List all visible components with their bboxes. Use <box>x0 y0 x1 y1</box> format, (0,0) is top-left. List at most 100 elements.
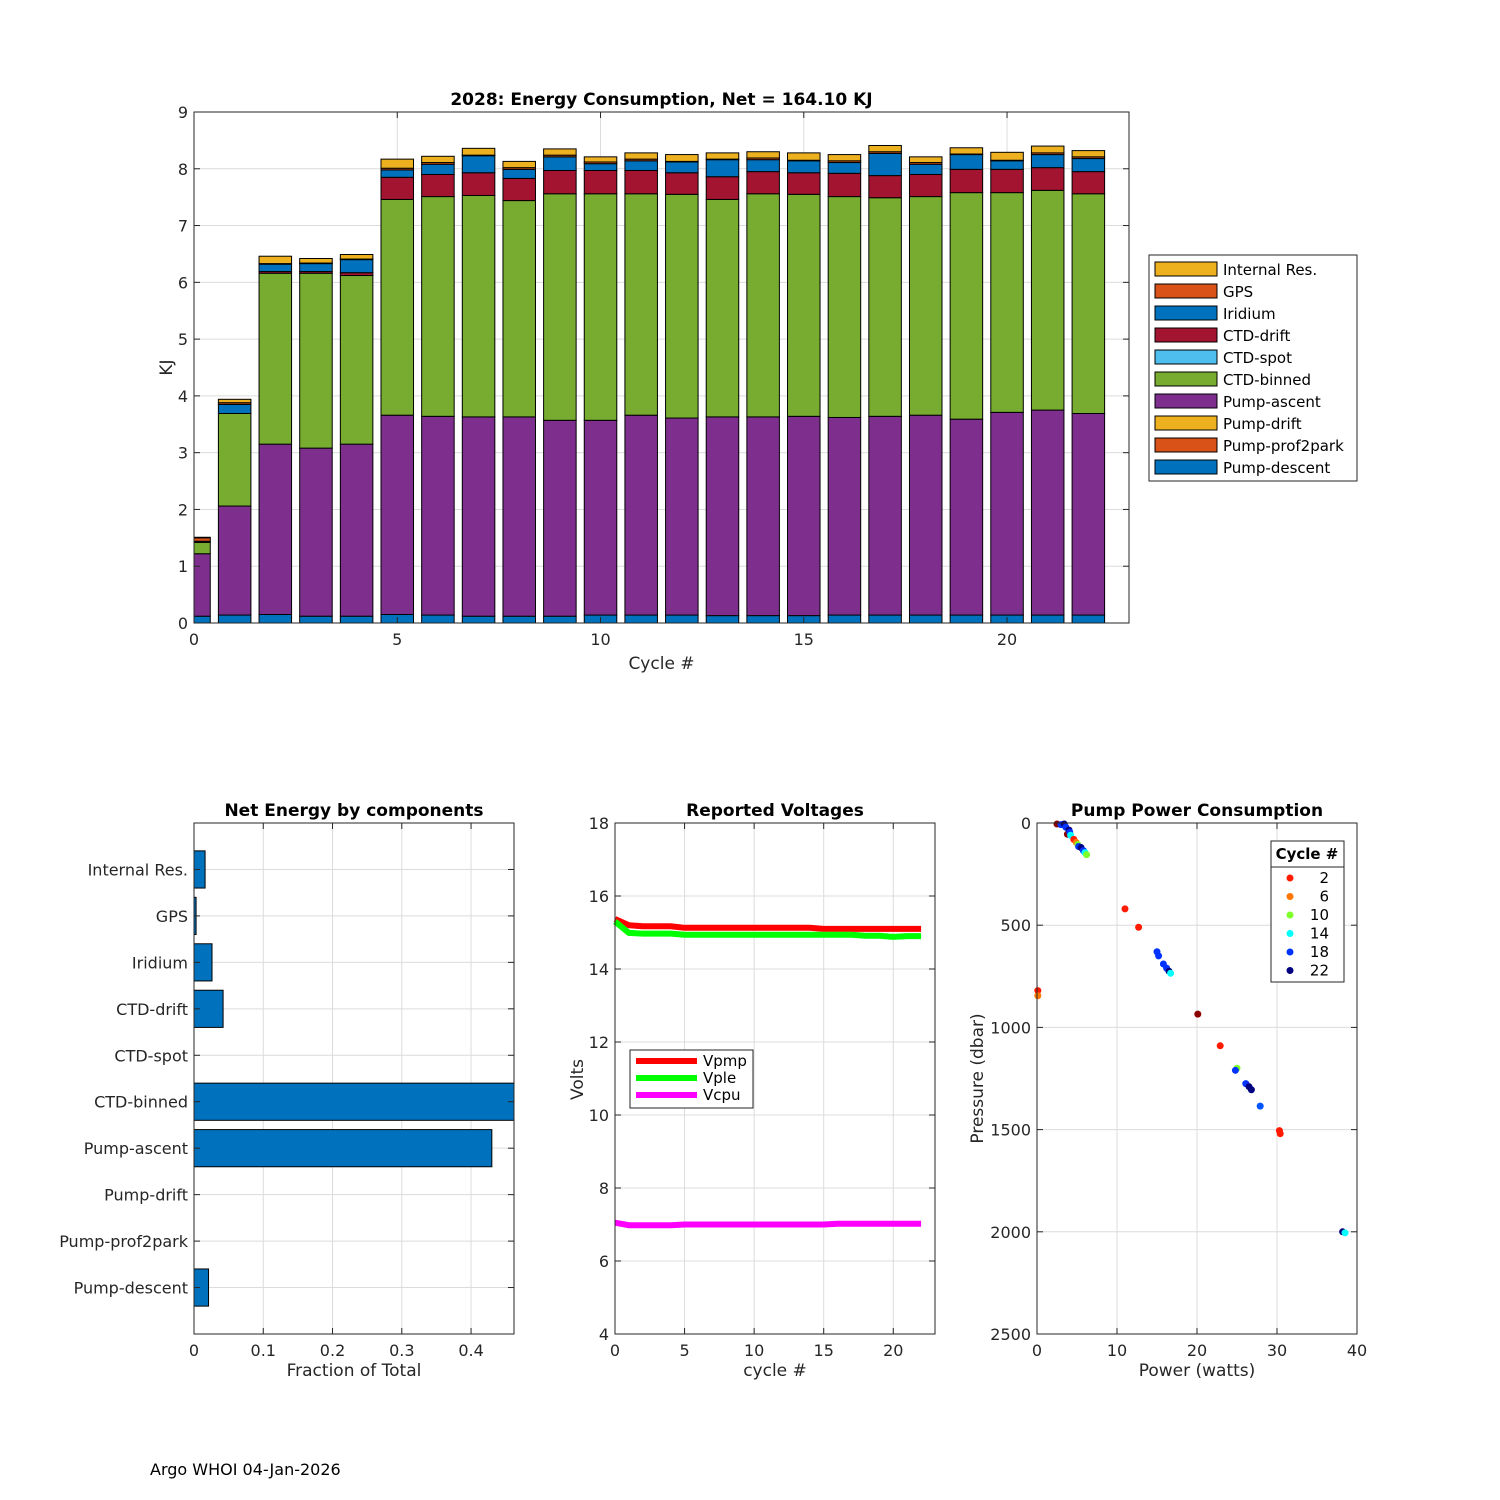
bar-segment-pump-ascent <box>1030 409 1065 616</box>
bar-segment-pump-descent <box>1030 614 1065 624</box>
plot-area <box>194 112 1129 623</box>
y-tick-label: GPS <box>156 907 188 926</box>
bar-segment-internal-res- <box>502 160 536 169</box>
y-tick-label: 8 <box>178 160 188 179</box>
y-tick-label: CTD-spot <box>114 1046 188 1065</box>
bar-segment-ctd-binned <box>705 198 740 418</box>
bar-segment-ctd-binned <box>949 192 984 420</box>
bar-segment-ctd-drift <box>461 172 496 196</box>
bar-segment-pump-ascent <box>990 411 1024 616</box>
legend-label: Pump-ascent <box>1223 393 1321 411</box>
x-tick-label: 10 <box>1107 1341 1127 1360</box>
line-vcpu <box>614 1219 922 1229</box>
y-tick-label: Pump-ascent <box>84 1139 188 1158</box>
chart-title: Pump Power Consumption <box>1071 801 1323 821</box>
bar-segment-ctd-binned <box>990 192 1024 413</box>
bar-segment-iridium <box>787 160 821 174</box>
bar-segment-ctd-drift <box>990 168 1024 194</box>
bar-segment-iridium <box>908 163 943 175</box>
bar-segment-pump-descent <box>665 614 699 624</box>
bar-segment-internal-res- <box>908 156 943 164</box>
bar-segment-ctd-drift <box>502 177 536 202</box>
legend-marker <box>1286 948 1294 956</box>
bar-segment-pump-descent <box>949 614 984 624</box>
bar-segment-iridium <box>1071 158 1106 173</box>
scatter-point <box>1121 905 1129 913</box>
bar-segment-internal-res- <box>1071 150 1106 158</box>
axes-box <box>193 822 515 1335</box>
bar-segment-pump-ascent <box>787 415 821 617</box>
legend-label: Iridium <box>1223 305 1276 323</box>
bar-segment-pump-descent <box>868 614 902 624</box>
bar-segment-internal-res- <box>624 152 658 160</box>
bar-segment-ctd-binned <box>502 200 536 418</box>
bar-segment-internal-res- <box>665 154 699 162</box>
bar-segment-internal-res- <box>868 144 902 153</box>
bar-segment-internal-res- <box>193 536 211 539</box>
bar-segment-pump-descent <box>217 614 252 624</box>
bar-segment-ctd-binned <box>421 196 455 417</box>
line-vple <box>613 919 922 940</box>
bar-segment-pump-descent <box>299 615 333 624</box>
bar-segment-iridium <box>339 259 374 274</box>
x-tick-label: 20 <box>997 630 1017 649</box>
legend-label: Vpmp <box>703 1052 747 1070</box>
bar-segment-pump-descent <box>502 615 536 624</box>
x-tick-label: 15 <box>814 1341 834 1360</box>
pump-power-chart: 0 10 20 30 40 0 500 1000 1500 2000 2500 Pump Power … <box>968 801 1367 1381</box>
bar-segment-iridium <box>624 160 658 171</box>
bar-segment-pump-descent <box>624 614 658 624</box>
bar-segment-pump-ascent <box>746 416 780 617</box>
legend-box <box>1270 840 1345 983</box>
x-tick-label: 0 <box>189 1341 199 1360</box>
energy-legend: Internal Res. GPS Iridium CTD-drift CTD-spot… <box>1148 254 1358 482</box>
x-tick-label: 30 <box>1267 1341 1287 1360</box>
bar-segment-ctd-binned <box>193 541 211 555</box>
bar-segment-ctd-drift <box>624 169 658 195</box>
legend-label: GPS <box>1223 283 1253 301</box>
legend-label: Pump-drift <box>1223 415 1302 433</box>
y-axis-label: KJ <box>157 359 177 375</box>
bar-segment-internal-res- <box>1030 145 1065 154</box>
bar-segment-ctd-drift <box>868 175 902 199</box>
bar-segment-ctd-drift <box>583 169 618 195</box>
bar-segment-iridium <box>421 163 455 175</box>
axes-box <box>193 111 1130 624</box>
bar-segment-ctd-drift <box>1071 171 1106 195</box>
x-tick-label: 10 <box>744 1341 764 1360</box>
x-tick-label: 5 <box>392 630 402 649</box>
bar-segment-internal-res- <box>949 147 984 155</box>
legend-label: CTD-binned <box>1223 371 1311 389</box>
bar-segment-ctd-drift <box>1030 167 1065 191</box>
chart-title: Net Energy by components <box>224 801 483 821</box>
legend-swatch <box>1154 283 1218 299</box>
legend-swatch <box>1154 349 1218 365</box>
bar-segment-ctd-binned <box>665 193 699 419</box>
bar-segment-pump-descent <box>543 615 577 624</box>
bar-segment-ctd-binned <box>583 193 618 421</box>
legend-label: CTD-spot <box>1223 349 1292 367</box>
bar-segment-ctd-drift <box>949 168 984 194</box>
bar-segment-iridium <box>868 152 902 177</box>
bar-segment-internal-res- <box>583 156 618 163</box>
voltage-chart: 0 5 10 15 20 4 6 8 10 12 14 16 18 Reported Voltages cy… <box>568 801 936 1381</box>
bar-segment-pump-ascent <box>299 447 333 617</box>
legend-label: Pump-descent <box>1223 459 1330 477</box>
x-tick-label: 0 <box>189 630 199 649</box>
bar-segment-ctd-binned <box>299 272 333 449</box>
legend-label: 14 <box>1310 925 1329 943</box>
scatter-point <box>1341 1229 1349 1237</box>
legend-swatch <box>1154 437 1218 453</box>
bar-segment-ctd-binned <box>624 193 658 416</box>
bar-segment-pump-ascent <box>624 414 658 616</box>
y-tick-label: 500 <box>1000 916 1031 935</box>
y-tick-label: 1 <box>178 557 188 576</box>
x-tick-label: 20 <box>1187 1341 1207 1360</box>
y-tick-label: 1500 <box>990 1121 1031 1140</box>
x-axis-label: Power (watts) <box>1139 1361 1256 1381</box>
bar-segment-pump-descent <box>1071 614 1106 624</box>
scatter-point <box>1231 1066 1239 1074</box>
scatter-point <box>1276 1130 1284 1138</box>
bar-segment-iridium <box>217 403 252 414</box>
energy-chart: 0 5 10 15 20 0 1 2 3 4 5 6 7 8 9 2028: Energy Consumpti… <box>157 90 1358 674</box>
